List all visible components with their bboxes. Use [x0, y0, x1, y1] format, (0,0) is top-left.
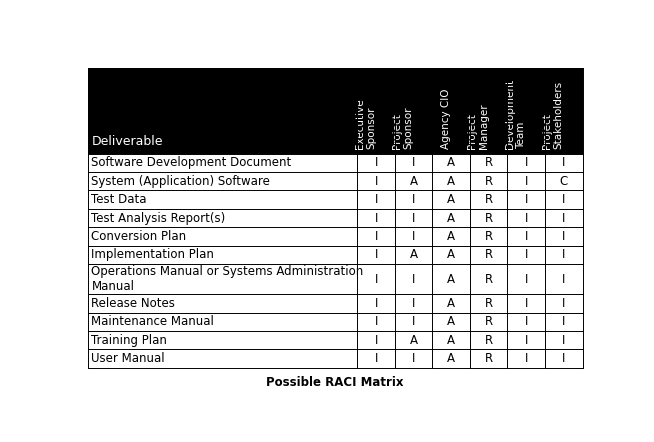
Text: I: I: [375, 212, 378, 225]
Text: R: R: [485, 334, 493, 347]
Text: R: R: [485, 297, 493, 310]
Text: R: R: [485, 352, 493, 365]
Text: Deliverable: Deliverable: [92, 134, 163, 148]
Text: A: A: [447, 297, 455, 310]
Bar: [88, 154, 583, 172]
Text: A: A: [447, 193, 455, 206]
Text: R: R: [485, 175, 493, 188]
Text: User Manual: User Manual: [92, 352, 165, 365]
Text: I: I: [525, 352, 528, 365]
Text: Agency CIO: Agency CIO: [441, 88, 451, 149]
Bar: [88, 264, 583, 294]
Text: A: A: [409, 248, 418, 261]
Text: I: I: [525, 212, 528, 225]
Text: R: R: [485, 193, 493, 206]
Text: I: I: [412, 193, 415, 206]
Text: I: I: [562, 352, 566, 365]
Text: C: C: [560, 175, 568, 188]
Text: A: A: [447, 316, 455, 328]
Text: I: I: [412, 230, 415, 243]
Text: R: R: [485, 230, 493, 243]
Bar: [88, 209, 583, 227]
Text: I: I: [525, 156, 528, 169]
Text: R: R: [485, 156, 493, 169]
Text: I: I: [412, 316, 415, 328]
Text: I: I: [412, 156, 415, 169]
Text: R: R: [485, 248, 493, 261]
Text: A: A: [447, 156, 455, 169]
Bar: [88, 191, 583, 209]
Text: Test Data: Test Data: [92, 193, 147, 206]
Text: I: I: [375, 297, 378, 310]
Text: Project
Manager: Project Manager: [467, 103, 489, 149]
Text: I: I: [562, 230, 566, 243]
Text: I: I: [412, 297, 415, 310]
Text: I: I: [375, 156, 378, 169]
Text: I: I: [375, 230, 378, 243]
Bar: [88, 350, 583, 368]
Text: I: I: [375, 334, 378, 347]
Text: Executive
Sponsor: Executive Sponsor: [354, 98, 376, 149]
Text: I: I: [375, 273, 378, 286]
Text: Maintenance Manual: Maintenance Manual: [92, 316, 215, 328]
Text: A: A: [447, 230, 455, 243]
Text: I: I: [562, 316, 566, 328]
Text: Training Plan: Training Plan: [92, 334, 167, 347]
Text: I: I: [562, 334, 566, 347]
Text: I: I: [525, 175, 528, 188]
Bar: [88, 246, 583, 264]
Text: I: I: [562, 156, 566, 169]
Text: I: I: [375, 316, 378, 328]
Text: I: I: [525, 248, 528, 261]
Text: Software Development Document: Software Development Document: [92, 156, 292, 169]
Text: I: I: [525, 297, 528, 310]
Text: Test Analysis Report(s): Test Analysis Report(s): [92, 212, 226, 225]
Text: I: I: [525, 230, 528, 243]
Text: I: I: [562, 248, 566, 261]
Bar: [88, 294, 583, 312]
Text: System (Application) Software: System (Application) Software: [92, 175, 270, 188]
Text: Project
Sponsor: Project Sponsor: [392, 106, 414, 149]
Text: I: I: [525, 334, 528, 347]
Text: Possible RACI Matrix: Possible RACI Matrix: [266, 376, 404, 389]
Text: A: A: [447, 212, 455, 225]
Text: R: R: [485, 273, 493, 286]
Text: A: A: [447, 248, 455, 261]
Text: Project
Stakeholders: Project Stakeholders: [542, 80, 564, 149]
Text: I: I: [375, 175, 378, 188]
Text: Conversion Plan: Conversion Plan: [92, 230, 186, 243]
Text: A: A: [447, 273, 455, 286]
Text: I: I: [562, 273, 566, 286]
Text: I: I: [375, 193, 378, 206]
Text: Development
Team: Development Team: [505, 79, 526, 149]
Text: I: I: [525, 193, 528, 206]
Text: I: I: [562, 297, 566, 310]
Text: A: A: [447, 175, 455, 188]
Text: A: A: [447, 334, 455, 347]
Text: R: R: [485, 212, 493, 225]
Text: Operations Manual or Systems Administration
Manual: Operations Manual or Systems Administrat…: [92, 265, 364, 293]
Text: R: R: [485, 316, 493, 328]
Text: I: I: [562, 193, 566, 206]
Text: I: I: [412, 273, 415, 286]
Text: I: I: [412, 352, 415, 365]
Bar: [88, 227, 583, 246]
Bar: [88, 331, 583, 350]
Bar: [88, 172, 583, 191]
Text: I: I: [375, 352, 378, 365]
Text: A: A: [447, 352, 455, 365]
Text: Release Notes: Release Notes: [92, 297, 175, 310]
Text: I: I: [375, 248, 378, 261]
Text: A: A: [409, 334, 418, 347]
Text: I: I: [525, 273, 528, 286]
Text: I: I: [562, 212, 566, 225]
Text: Implementation Plan: Implementation Plan: [92, 248, 215, 261]
Bar: [88, 312, 583, 331]
Text: I: I: [412, 212, 415, 225]
Text: I: I: [525, 316, 528, 328]
Text: A: A: [409, 175, 418, 188]
